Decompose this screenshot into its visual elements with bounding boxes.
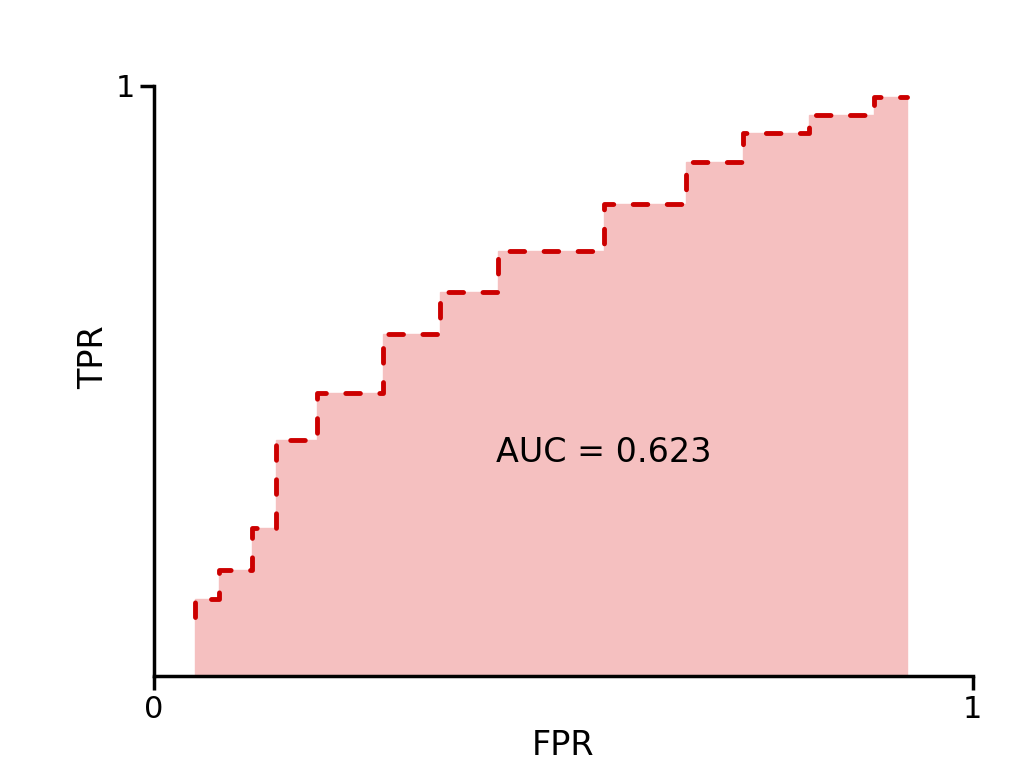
X-axis label: FPR: FPR — [531, 729, 595, 762]
Polygon shape — [195, 98, 907, 676]
Y-axis label: TPR: TPR — [77, 325, 110, 389]
Text: AUC = 0.623: AUC = 0.623 — [497, 436, 712, 469]
